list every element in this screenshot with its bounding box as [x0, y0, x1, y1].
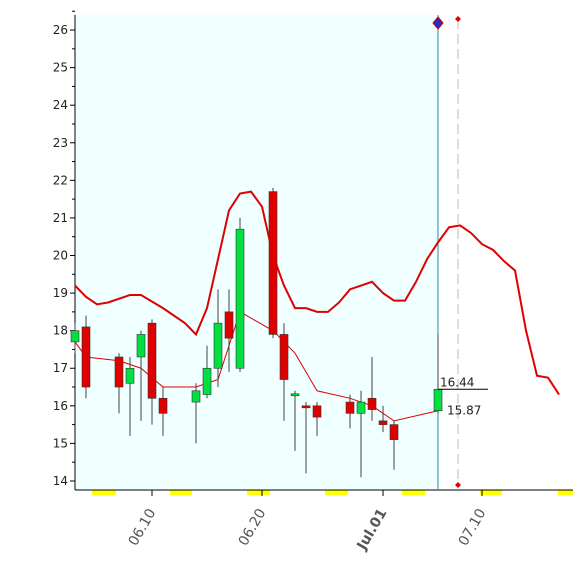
x-tick-label: 06.10 [126, 506, 160, 549]
annotation: 15.87 [447, 404, 481, 418]
candle-body [389, 424, 399, 440]
y-tick-label: 19 [53, 286, 68, 300]
candle-body [213, 322, 223, 369]
candle-body [191, 390, 201, 403]
y-tick-label: 24 [53, 98, 68, 112]
candle-body [81, 326, 91, 388]
y-tick-label: 26 [53, 23, 68, 37]
candle-body [136, 334, 146, 358]
marker [455, 482, 461, 488]
candle-body [125, 367, 135, 384]
candle-body [312, 405, 322, 418]
y-tick-label: 15 [53, 436, 68, 450]
candle-body [70, 330, 80, 343]
candle-body [433, 388, 443, 412]
candle-body [114, 356, 124, 388]
y-tick-label: 21 [53, 211, 68, 225]
cursor-marker [432, 16, 444, 30]
x-tick-label: 07.10 [456, 506, 490, 549]
annotation: 16.44 [440, 375, 474, 389]
candle-body [301, 405, 311, 409]
y-tick-label: 22 [53, 173, 68, 187]
candle-body [202, 367, 212, 395]
y-tick-label: 23 [53, 136, 68, 150]
line [74, 190, 560, 396]
candle-body [279, 334, 289, 380]
candle-body [147, 322, 157, 399]
y-tick-label: 25 [53, 61, 68, 75]
x-tick-label: Jul.01 [354, 506, 391, 554]
candle-body [378, 420, 388, 425]
y-tick-label: 16 [53, 399, 68, 413]
calendar-strip [92, 490, 573, 495]
candle-body [356, 401, 366, 414]
candle-body [290, 393, 300, 397]
candle-body [367, 398, 377, 410]
y-tick-label: 14 [53, 474, 68, 488]
candle-body [158, 398, 168, 414]
candle-body [345, 401, 355, 414]
candle-body [224, 311, 234, 339]
candle-body [235, 228, 245, 369]
y-tick-label: 20 [53, 249, 68, 263]
candle-body [268, 191, 278, 335]
marker [455, 16, 461, 22]
plot-shade [75, 15, 438, 490]
y-tick-label: 17 [53, 361, 68, 375]
y-tick-label: 18 [53, 324, 68, 338]
x-tick-label: 06.20 [236, 506, 270, 549]
